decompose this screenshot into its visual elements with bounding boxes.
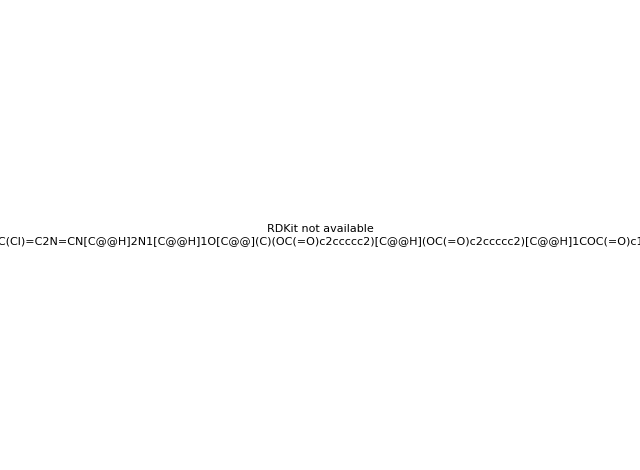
Text: RDKit not available
NC1=NC(Cl)=C2N=CN[C@@H]2N1[C@@H]1O[C@@](C)(OC(=O)c2ccccc2)[C: RDKit not available NC1=NC(Cl)=C2N=CN[C@… — [0, 224, 640, 246]
